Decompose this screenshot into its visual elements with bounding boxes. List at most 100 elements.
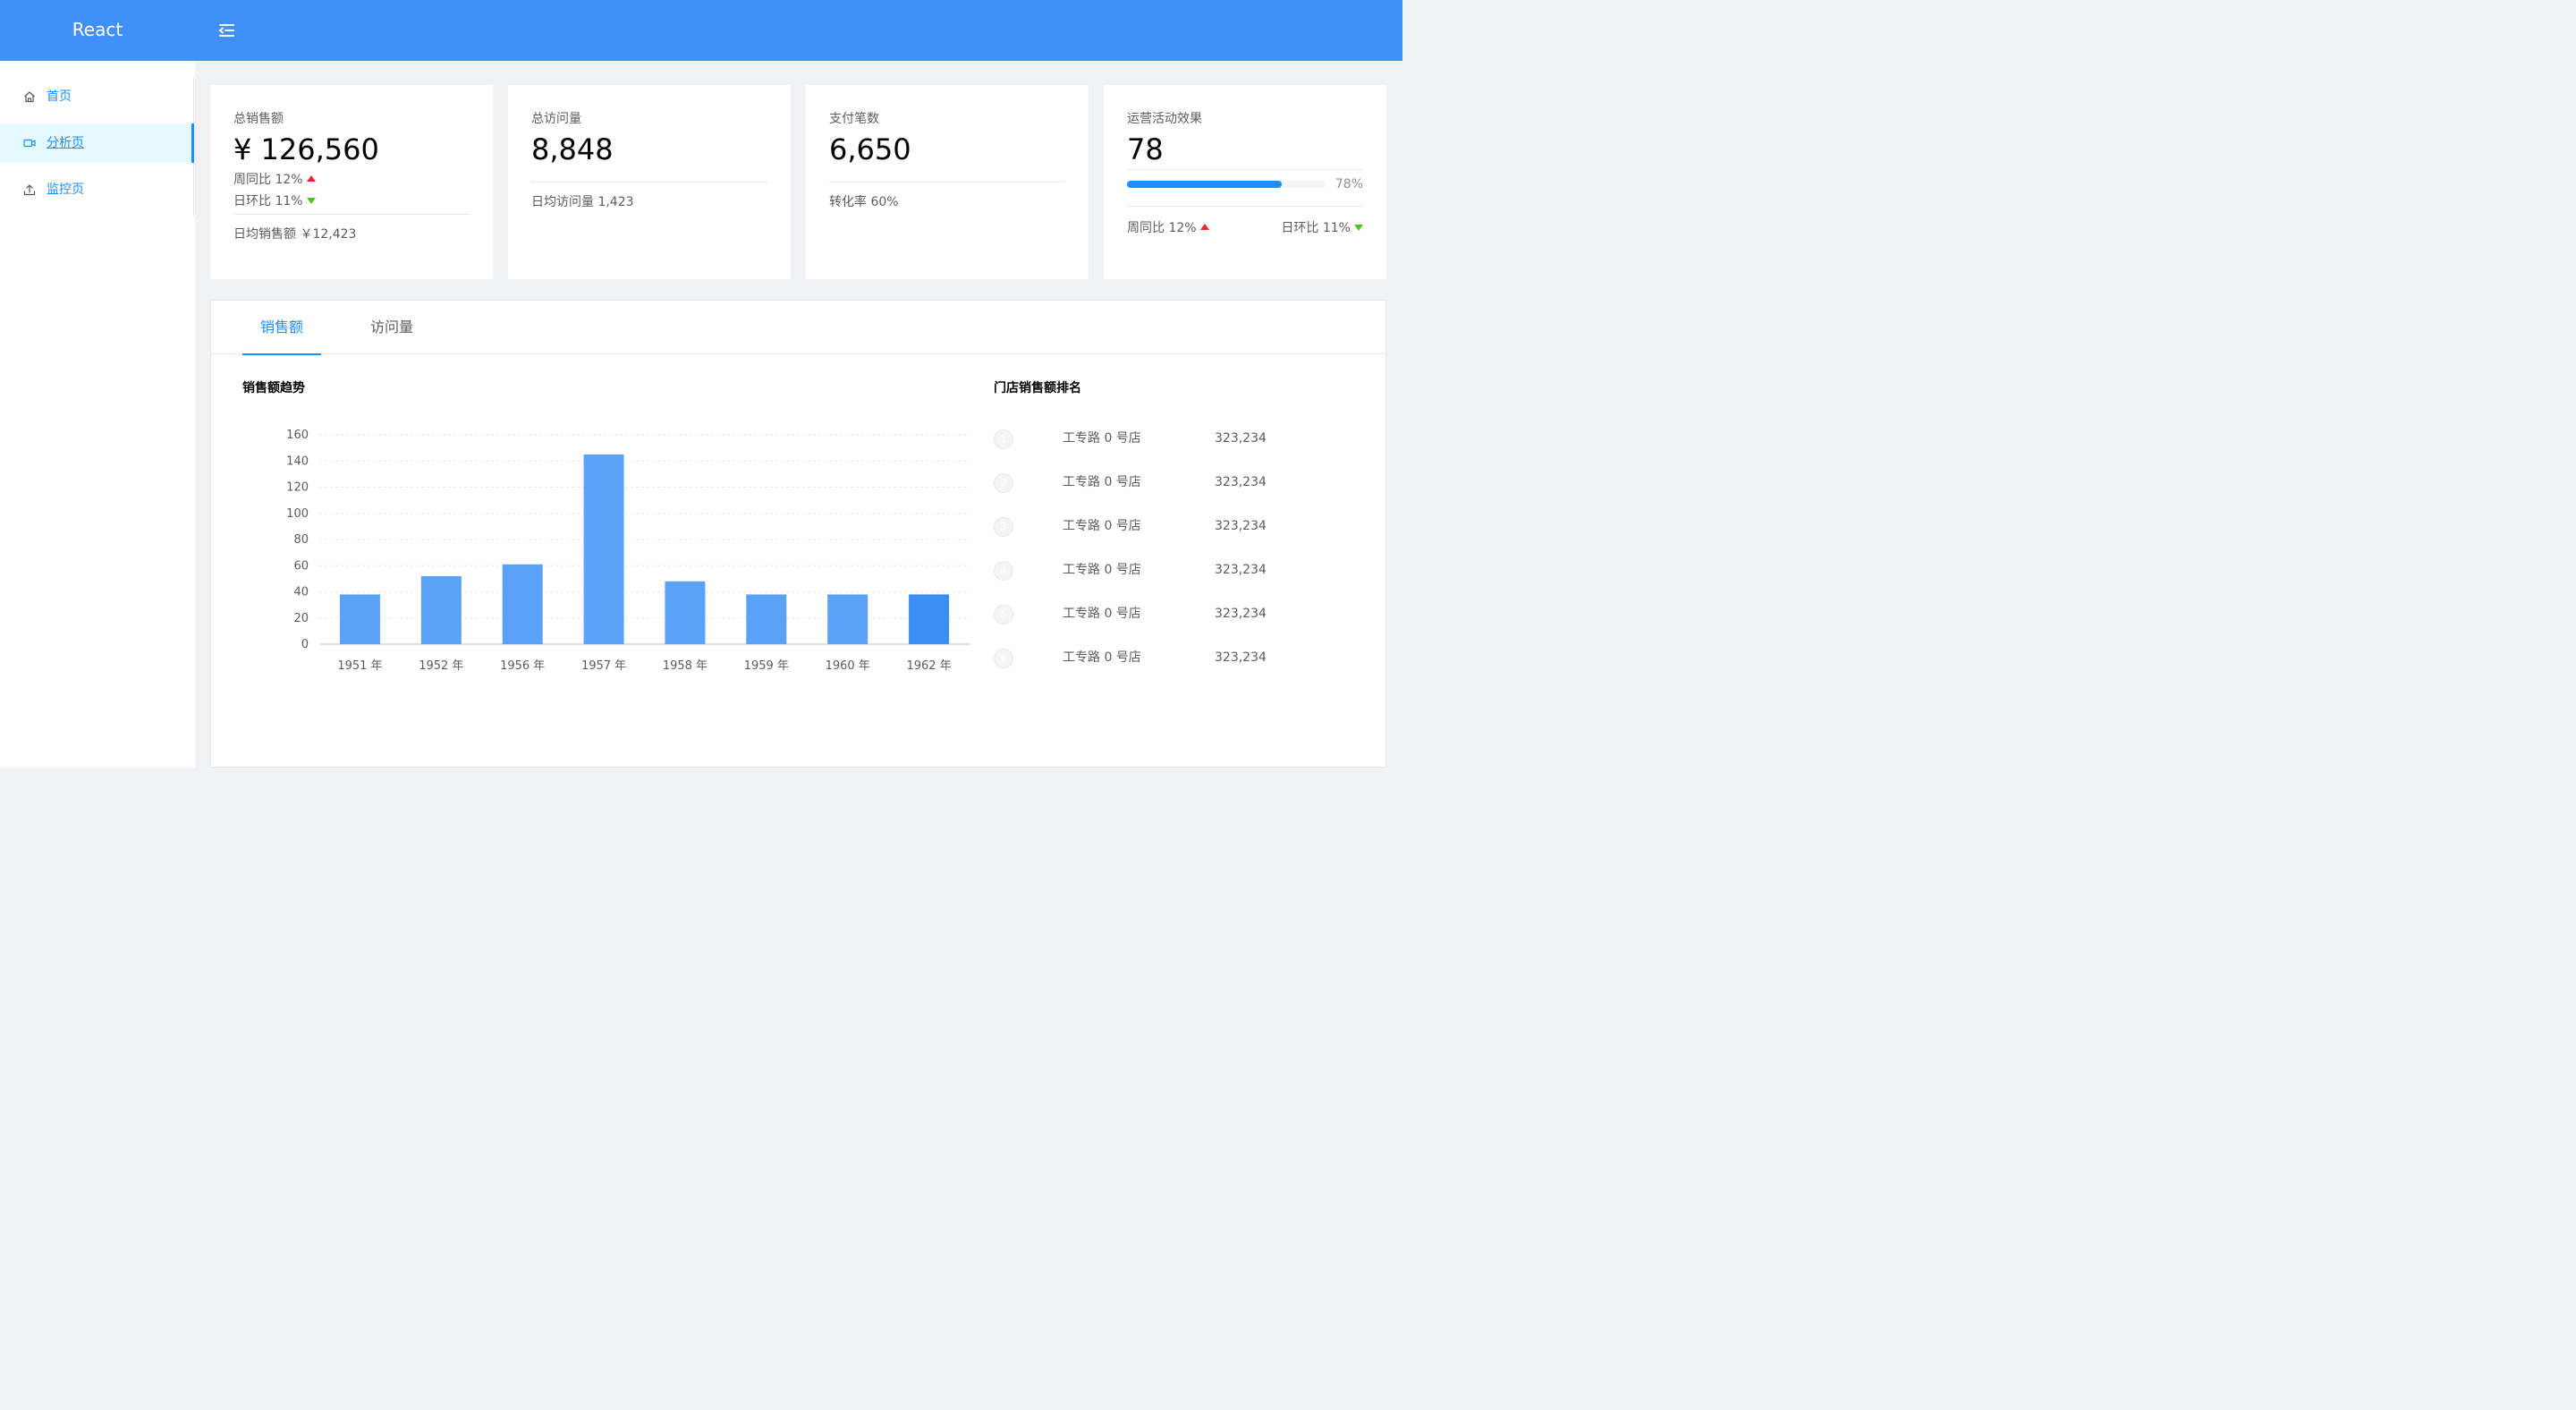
store-sales: 323,234: [1215, 650, 1267, 665]
x-tick-label: 1962 年: [906, 659, 951, 673]
rank-number: 3: [994, 517, 1013, 537]
bar: [827, 594, 869, 644]
card-title: 支付笔数: [829, 112, 879, 126]
progress-bar: 78%: [1127, 175, 1363, 193]
list-item: 1 工专路 0 号店 323,234: [994, 427, 1289, 471]
chart-title: 销售额趋势: [242, 381, 305, 395]
sales-bar-chart: 0 20 40 60 80 100 120 140 160 1951 年 1952 年 1956 年 1…: [286, 429, 970, 673]
bar: [420, 575, 462, 644]
bar: [665, 581, 706, 644]
day-ratio-text: 日环比 11%: [1281, 221, 1351, 235]
store-name: 工专路 0 号店: [1063, 519, 1141, 533]
y-tick-label: 80: [293, 533, 309, 547]
sidebar-item-monitor[interactable]: 监控页: [0, 170, 193, 209]
caret-up-icon: [1199, 224, 1209, 230]
store-sales: 323,234: [1215, 475, 1267, 489]
store-sales: 323,234: [1215, 607, 1267, 621]
tab-sales[interactable]: 销售额: [242, 301, 321, 355]
sidebar-item-analysis[interactable]: 分析页: [0, 123, 194, 163]
y-tick-label: 0: [301, 638, 309, 651]
list-item: 5 工专路 0 号店 323,234: [994, 602, 1289, 646]
store-name: 工专路 0 号店: [1063, 607, 1141, 621]
sidebar-item-home[interactable]: 首页: [0, 77, 193, 116]
x-tick-label: 1958 年: [663, 659, 708, 673]
card-divider: [1127, 169, 1363, 170]
day-ratio-text: 日环比 11%: [233, 194, 303, 208]
store-sales: 323,234: [1215, 431, 1267, 446]
card-divider: [531, 182, 767, 183]
card-title: 运营活动效果: [1127, 112, 1202, 126]
video-camera-icon: [23, 139, 36, 148]
menu-fold-icon[interactable]: [215, 20, 238, 41]
store-name: 工专路 0 号店: [1063, 475, 1141, 489]
operations-ratios: 周同比 12% 日环比 11%: [1127, 217, 1363, 239]
card-divider: [1127, 206, 1363, 207]
y-tick-label: 40: [293, 586, 309, 599]
top-header: React: [0, 0, 1402, 61]
y-tick-label: 120: [286, 481, 309, 495]
store-name: 工专路 0 号店: [1063, 563, 1141, 577]
tab-visits[interactable]: 访问量: [369, 319, 413, 336]
ranking-list: 1 工专路 0 号店 323,234 2 工专路 0 号店 323,234 3 …: [994, 427, 1289, 690]
list-item: 6 工专路 0 号店 323,234: [994, 646, 1289, 690]
sidebar-menu: 首页 分析页 监控页: [0, 77, 194, 217]
x-tick-label: 1960 年: [826, 659, 870, 673]
card-value: 78: [1127, 132, 1164, 166]
caret-down-icon: [306, 198, 316, 204]
sidebar-item-label: 分析页: [47, 136, 84, 150]
x-tick-label: 1956 年: [500, 659, 545, 673]
card-value: ¥ 126,560: [233, 132, 379, 166]
y-tick-label: 20: [293, 612, 309, 625]
card-footer: 日均销售额 ￥12,423: [233, 227, 357, 242]
rank-number: 4: [994, 561, 1013, 581]
panel-tabs: 销售额 访问量: [211, 301, 1385, 355]
week-ratio-text: 周同比 12%: [1127, 221, 1197, 235]
week-ratio: 周同比 12%: [233, 169, 470, 191]
list-item: 4 工专路 0 号店 323,234: [994, 558, 1289, 602]
x-tick-label: 1951 年: [337, 659, 382, 673]
sidebar-item-label: 首页: [47, 89, 72, 104]
caret-down-icon: [1354, 225, 1363, 231]
store-name: 工专路 0 号店: [1063, 650, 1141, 665]
y-tick-label: 160: [286, 429, 309, 442]
card-divider: [829, 182, 1065, 183]
store-name: 工专路 0 号店: [1063, 431, 1141, 446]
bar: [909, 594, 950, 644]
card-divider: [233, 214, 470, 215]
bar: [502, 564, 543, 644]
list-item: 2 工专路 0 号店 323,234: [994, 471, 1289, 514]
card-footer: 日均访问量 1,423: [531, 195, 634, 209]
rank-number: 6: [994, 649, 1013, 668]
bar: [583, 454, 624, 644]
operations-card: 运营活动效果 78 78% 周同比 12% 日环比 11%: [1104, 85, 1386, 279]
y-tick-label: 140: [286, 454, 309, 468]
card-title: 总销售额: [233, 112, 284, 126]
sidebar: 首页 分析页 监控页: [0, 61, 195, 768]
rank-number: 5: [994, 605, 1013, 624]
progress-text: 78%: [1335, 177, 1363, 191]
sales-panel: 销售额 访问量: [210, 300, 1386, 768]
sales-card: 总销售额 ¥ 126,560 周同比 12% 日环比 11% 日均销售额 ￥12…: [210, 85, 493, 279]
progress-fill: [1127, 181, 1283, 188]
x-tick-label: 1952 年: [419, 659, 463, 673]
week-ratio: 周同比 12%: [1127, 217, 1209, 239]
card-title: 总访问量: [531, 112, 581, 126]
payments-card: 支付笔数 6,650 转化率 60%: [806, 85, 1089, 279]
store-sales: 323,234: [1215, 563, 1267, 577]
rank-number: 2: [994, 473, 1013, 493]
caret-up-icon: [306, 175, 316, 182]
card-value: 8,848: [531, 132, 614, 166]
bar: [746, 594, 787, 644]
list-item: 3 工专路 0 号店 323,234: [994, 514, 1289, 558]
y-tick-label: 100: [286, 507, 309, 521]
x-tick-label: 1959 年: [744, 659, 789, 673]
rank-number: 1: [994, 429, 1013, 449]
y-tick-label: 60: [293, 559, 309, 573]
progress-track: [1127, 181, 1326, 188]
day-ratio: 日环比 11%: [233, 191, 470, 212]
upload-icon: [23, 184, 36, 196]
ranking-title: 门店销售额排名: [994, 381, 1081, 395]
bar: [339, 594, 380, 644]
x-tick-label: 1957 年: [581, 659, 626, 673]
card-value: 6,650: [829, 132, 911, 166]
